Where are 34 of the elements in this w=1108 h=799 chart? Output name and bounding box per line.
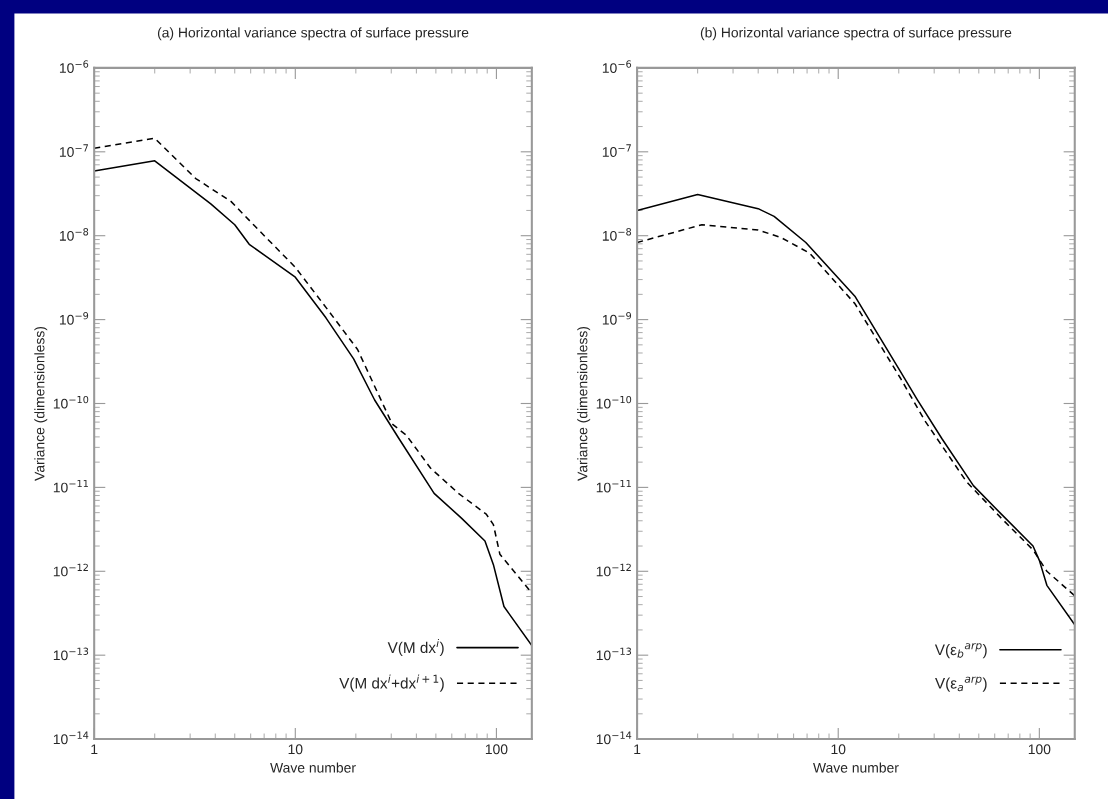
legend-label: V(ε$_{a}$$^{arp}$) bbox=[935, 676, 987, 692]
y-tick-label: 10$^{−14}$ bbox=[596, 731, 632, 745]
chart-title: (b) Horizontal variance spectra of surface pressure bbox=[700, 27, 1012, 41]
x-tick-label: 100 bbox=[485, 744, 508, 755]
y-tick-label: 10$^{−14}$ bbox=[53, 731, 89, 745]
y-axis-title: Variance (dimensionless) bbox=[34, 326, 48, 481]
y-tick-label: 10$^{−11}$ bbox=[596, 479, 631, 493]
y-tick-label: 10$^{−13}$ bbox=[53, 647, 89, 661]
y-tick-label: 10$^{−11}$ bbox=[53, 479, 88, 493]
legend-label: V(ε$_{b}$$^{arp}$) bbox=[934, 643, 987, 659]
y-tick-label: 10$^{−8}$ bbox=[59, 228, 89, 241]
x-tick-label: 1 bbox=[634, 744, 641, 754]
x-tick-label: 1 bbox=[91, 744, 98, 754]
x-tick-label: 10 bbox=[831, 744, 846, 755]
y-tick-label: 10$^{−8}$ bbox=[602, 228, 632, 241]
legend-label: V(M dx$^{i}$) bbox=[387, 638, 444, 657]
y-tick-label: 10$^{−9}$ bbox=[59, 311, 89, 325]
chart-title: (a) Horizontal variance spectra of surface pressure bbox=[157, 27, 469, 41]
y-tick-label: 10$^{−6}$ bbox=[602, 60, 632, 73]
y-tick-label: 10$^{−7}$ bbox=[59, 144, 88, 157]
y-axis-title: Variance (dimensionless) bbox=[577, 326, 591, 481]
x-tick-label: 100 bbox=[1028, 744, 1051, 755]
y-tick-label: 10$^{−9}$ bbox=[602, 311, 632, 325]
y-tick-label: 10$^{−12}$ bbox=[596, 563, 631, 577]
x-axis-title: Wave number bbox=[813, 762, 899, 773]
y-tick-label: 10$^{−13}$ bbox=[596, 647, 632, 661]
y-tick-label: 10$^{−12}$ bbox=[53, 563, 88, 577]
y-tick-label: 10$^{−6}$ bbox=[59, 60, 89, 73]
y-tick-label: 10$^{−7}$ bbox=[602, 144, 631, 157]
y-tick-label: 10$^{−10}$ bbox=[596, 395, 632, 409]
legend-label: V(M dx$^{i}$+dx$^{i+1}$) bbox=[339, 674, 444, 692]
y-tick-label: 10$^{−10}$ bbox=[53, 395, 89, 409]
x-axis-title: Wave number bbox=[270, 762, 356, 773]
x-tick-label: 10 bbox=[288, 744, 303, 755]
